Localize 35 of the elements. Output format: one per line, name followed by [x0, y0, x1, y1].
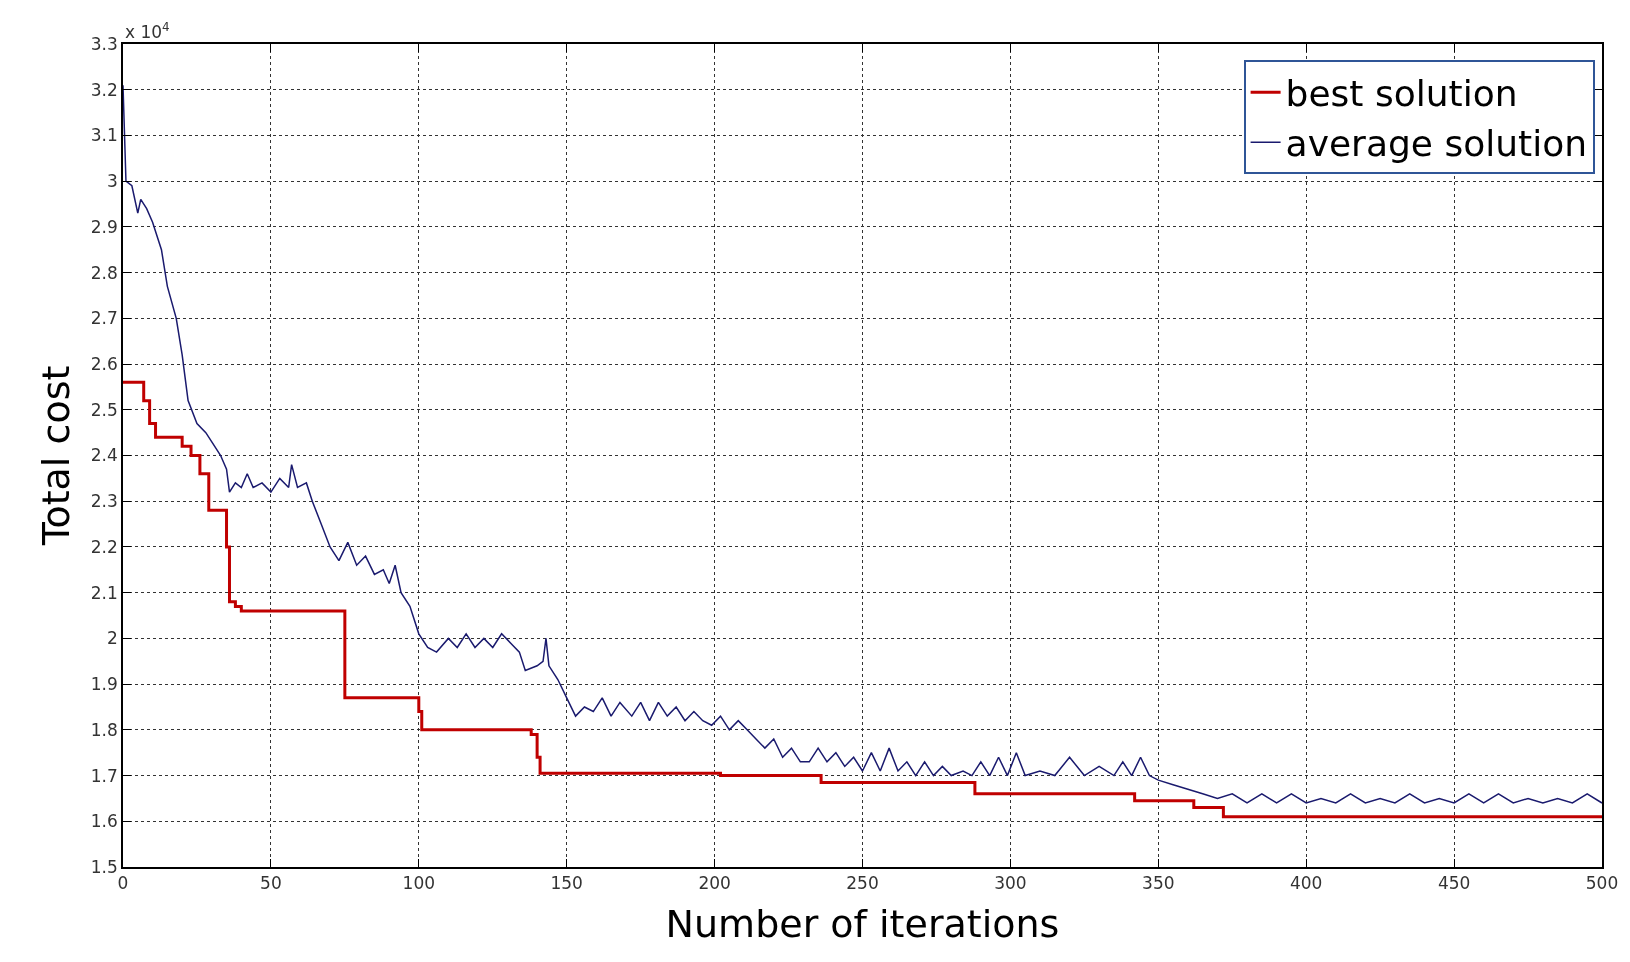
y-tick-label: 1.5 [90, 856, 118, 877]
y-tick-label: 1.6 [90, 811, 118, 832]
legend-label: best solution [1285, 73, 1518, 115]
x-tick-label: 250 [846, 873, 879, 894]
y-tick-label: 3.3 [90, 33, 118, 54]
x-tick-label: 300 [994, 873, 1027, 894]
x-tick-label: 50 [260, 873, 282, 894]
y-tick-label: 3 [107, 171, 118, 192]
y-axis-title: Total cost [33, 365, 78, 547]
y-tick-label: 2.4 [90, 445, 118, 466]
x-axis-title: Number of iterations [665, 901, 1060, 946]
x-tick-label: 150 [550, 873, 583, 894]
y-tick-label: 3.1 [90, 125, 118, 146]
x-tick-label: 200 [698, 873, 731, 894]
x-tick-label: 500 [1585, 873, 1619, 894]
y-tick-label: 3.2 [90, 79, 118, 100]
y-tick-label: 1.7 [90, 765, 118, 786]
y-tick-label: 1.9 [90, 674, 118, 695]
y-tick-label: 2.5 [90, 399, 118, 420]
y-tick-label: 2.7 [90, 308, 118, 329]
x-tick-label: 100 [402, 873, 436, 894]
x-tick-label: 0 [117, 873, 129, 894]
y-tick-label: 2.9 [90, 216, 118, 237]
x-tick-label: 350 [1142, 873, 1175, 894]
y-tick-label: 2 [107, 628, 118, 649]
legend-label: average solution [1285, 123, 1587, 165]
y-tick-label: 2.3 [90, 491, 118, 512]
y-tick-label: 1.8 [90, 719, 118, 740]
x-tick-label: 400 [1289, 873, 1323, 894]
x-tick-label: 450 [1437, 873, 1471, 894]
text: x 10$^{4}$ [125, 20, 170, 43]
y-tick-label: 2.2 [90, 536, 118, 557]
y-tick-label: 2.8 [90, 262, 118, 283]
y-tick-label: 2.6 [90, 354, 118, 375]
y-tick-label: 2.1 [90, 582, 118, 603]
